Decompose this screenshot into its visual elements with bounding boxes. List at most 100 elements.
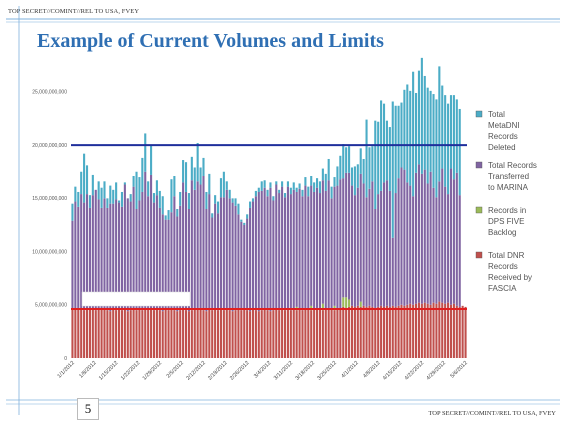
bar-segment [307, 196, 310, 310]
bar-segment [307, 309, 310, 358]
bar-segment [339, 155, 342, 180]
bar-segment [85, 309, 89, 358]
bar-segment [415, 172, 418, 304]
bar-segment [348, 306, 351, 358]
bar-segment [447, 302, 450, 358]
bar-segment [452, 179, 455, 304]
bar-segment [257, 187, 260, 192]
bar-segment [295, 187, 298, 192]
bar-segment [120, 206, 124, 311]
bar-segment [339, 179, 342, 308]
bar-segment [184, 162, 188, 192]
bar-segment [412, 304, 415, 358]
bar-segment [123, 184, 126, 310]
bar-segment [97, 309, 100, 358]
bar-segment [260, 190, 263, 311]
bar-segment [77, 307, 80, 358]
bar-segment [345, 172, 348, 298]
bar-segment [164, 219, 167, 310]
bar-segment [455, 172, 458, 306]
bar-segment [173, 310, 176, 358]
x-tick-label: 1/1/2012 [57, 360, 76, 379]
bar-segment [283, 197, 287, 311]
bar-segment [400, 167, 403, 305]
x-tick-label: 4/1/2012 [340, 360, 359, 379]
bar-segment [388, 306, 391, 358]
bar-segment [243, 309, 246, 358]
bar-segment [138, 177, 141, 201]
bar-segment [132, 309, 135, 358]
bar-segment [417, 164, 421, 303]
bar-segment [365, 197, 368, 307]
bar-segment [109, 185, 112, 204]
x-tick-label: 3/4/2012 [253, 360, 272, 379]
bar-segment [176, 209, 179, 217]
bar-segment [97, 199, 100, 310]
bar-segment [281, 309, 284, 358]
bar-segment [126, 198, 129, 312]
bar-segment [217, 310, 220, 358]
bar-segment [391, 305, 394, 358]
bar-segment [246, 214, 249, 219]
bar-segment [141, 310, 144, 358]
bar-segment [199, 167, 202, 185]
bar-segment [435, 303, 438, 358]
bar-segment [295, 310, 298, 358]
bar-segment [403, 169, 406, 306]
bar-segment [103, 309, 106, 358]
bar-segment [292, 309, 295, 358]
bar-segment [464, 306, 467, 358]
bar-segment [71, 309, 74, 358]
bar-segment [444, 186, 447, 304]
x-tick-label: 2/5/2012 [166, 360, 185, 379]
x-tick-label: 4/8/2012 [362, 360, 381, 379]
bar-segment [135, 171, 138, 209]
bar-segment [353, 195, 356, 307]
bar-segment [406, 304, 409, 358]
bar-segment [409, 303, 412, 358]
bar-segment [289, 194, 292, 311]
bar-segment [330, 309, 333, 358]
bar-segment [316, 307, 319, 358]
x-tick-label: 2/26/2012 [229, 360, 251, 382]
bar-segment [345, 307, 348, 358]
bar-segment [106, 198, 109, 208]
legend-swatch [475, 206, 483, 214]
bar-segment [129, 201, 132, 311]
legend-label: Records in DPS FIVE Backlog [488, 206, 526, 237]
bar-segment [374, 209, 377, 308]
bar-segment [263, 180, 266, 188]
bar-segment [225, 181, 228, 190]
bar-segment [289, 187, 292, 195]
bar-segment [286, 181, 289, 187]
bar-segment [359, 306, 362, 358]
bar-segment [144, 309, 147, 358]
bar-segment [420, 303, 423, 358]
bar-segment [91, 174, 94, 196]
bar-segment [240, 221, 243, 311]
bar-segment [374, 307, 377, 358]
bar-segment [438, 181, 441, 302]
bar-segment [77, 191, 80, 207]
bar-segment [170, 309, 173, 358]
bar-segment [190, 156, 193, 181]
bar-segment [452, 303, 455, 358]
bar-segment [80, 194, 83, 310]
bar-segment [356, 187, 359, 306]
bar-segment [438, 66, 441, 182]
bar-segment [112, 309, 115, 358]
bar-segment [377, 194, 380, 307]
bar-segment [400, 304, 403, 358]
bar-segment [170, 212, 173, 310]
bar-segment [228, 189, 231, 199]
bar-segment [359, 148, 362, 174]
bar-segment [342, 306, 345, 358]
bar-segment [147, 196, 150, 308]
bar-segment [292, 182, 295, 190]
bar-segment [391, 237, 394, 306]
bar-segment [310, 305, 313, 311]
bar-segment [307, 186, 310, 197]
bar-segment [275, 184, 278, 310]
